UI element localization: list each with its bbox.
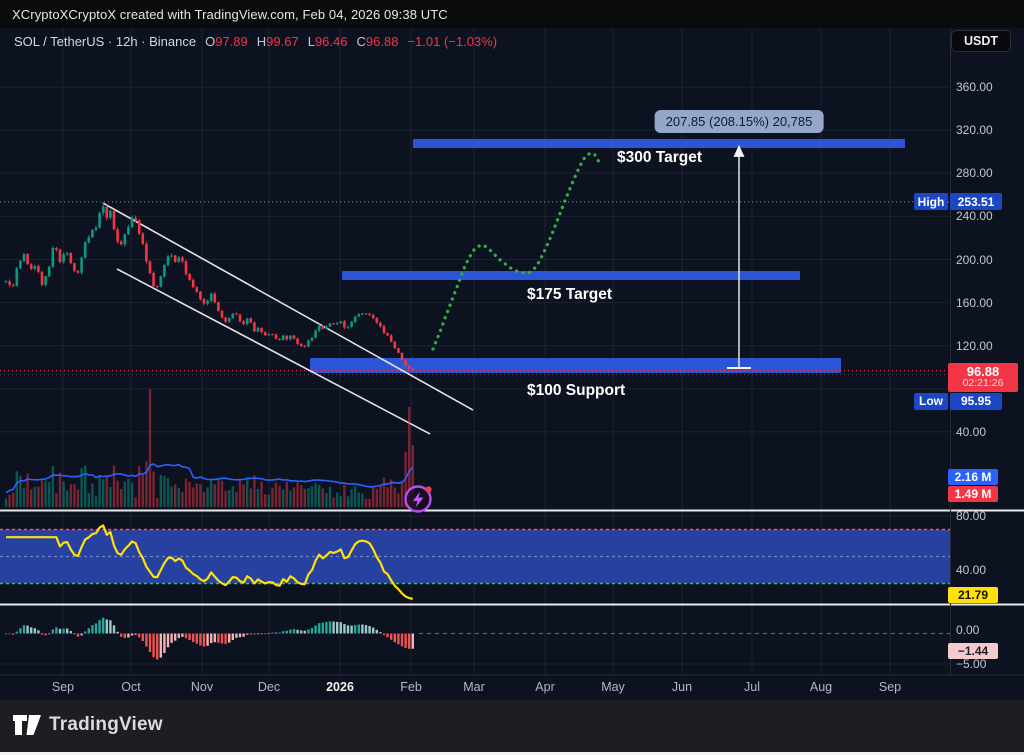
tradingview-logo[interactable]: TradingView	[12, 714, 163, 736]
volume-up-badge: 2.16 M	[948, 469, 998, 485]
tradingview-logo-mark	[13, 715, 41, 735]
high-price-badge: 253.51	[950, 193, 1002, 211]
high-label-pill: High	[914, 193, 948, 211]
rsi-value-badge: 21.79	[948, 586, 998, 603]
chart-area[interactable]: SOL / TetherUS · 12h · Binance O97.89 H9…	[0, 28, 1024, 700]
time-axis[interactable]: Sep Oct Nov Dec 2026 Feb Mar Apr May Jun Jul Aug Sep	[0, 675, 1024, 700]
time-tick-label: Mar	[463, 680, 485, 694]
support-100-label: $100 Support	[527, 382, 626, 399]
macd-tick-label: 0.00	[956, 622, 980, 637]
target-175-label: $175 Target	[527, 286, 613, 303]
attribution-bar: XCryptoXCryptoX created with TradingView…	[0, 0, 1024, 28]
symbol-info[interactable]: SOL / TetherUS · 12h · Binance O97.89 H9…	[14, 34, 497, 49]
time-tick-label: 2026	[326, 680, 354, 694]
attribution-text: XCryptoXCryptoX created with TradingView…	[12, 7, 448, 22]
ohlc-close: C96.88	[356, 34, 399, 49]
rsi-tick-label: 80.00	[956, 509, 987, 523]
time-tick-label: Apr	[535, 680, 555, 694]
time-tick-label: Feb	[400, 680, 422, 694]
price-tick-label: 200.00	[956, 252, 993, 267]
low-label-pill: Low	[914, 392, 948, 410]
time-tick-label: Jul	[744, 680, 760, 694]
low-price-badge: 95.95	[950, 392, 1002, 410]
target-300-label: $300 Target	[617, 149, 703, 166]
time-tick-label: May	[601, 680, 625, 694]
last-price-badge: 96.88 02:21:26	[948, 362, 1018, 392]
time-tick-label: Sep	[51, 680, 75, 694]
macd-tick-label: −5.00	[956, 657, 987, 671]
tradingview-logo-text: TradingView	[49, 714, 163, 735]
price-change: −1.01 (−1.03%)	[407, 34, 498, 49]
bar-countdown: 02:21:26	[962, 377, 1004, 390]
volume-down-badge: 1.49 M	[948, 486, 998, 502]
price-tick-label: 160.00	[956, 295, 993, 310]
last-price-value: 96.88	[966, 363, 1000, 379]
ohlc-open: O97.89	[205, 34, 248, 49]
macd-value-badge: −1.44	[948, 643, 998, 660]
ohlc-high: H99.67	[256, 34, 299, 49]
time-tick-label: Jun	[671, 680, 693, 694]
time-tick-label: Oct	[121, 680, 141, 694]
price-tick-label: 40.00	[956, 424, 987, 439]
rsi-tick-label: 40.00	[956, 563, 987, 577]
price-tick-label: 360.00	[956, 80, 993, 95]
price-tick-label: 120.00	[956, 338, 993, 353]
time-tick-label: Aug	[809, 680, 833, 694]
price-tick-label: 280.00	[956, 166, 993, 181]
ohlc-low: L96.46	[307, 34, 348, 49]
time-tick-label: Nov	[190, 680, 214, 694]
time-tick-label: Dec	[257, 680, 281, 694]
bottom-edge-line	[0, 752, 1024, 755]
price-tick-label: 320.00	[956, 123, 993, 138]
currency-toggle-button[interactable]: USDT	[951, 30, 1011, 52]
footer-bar: TradingView	[0, 700, 1024, 755]
price-tick-label: 240.00	[956, 209, 993, 224]
measurement-label[interactable]: 207.85 (208.15%) 20,785	[654, 109, 824, 133]
time-tick-label: Sep	[878, 680, 902, 694]
flash-icon[interactable]	[401, 481, 435, 515]
symbol-title[interactable]: SOL / TetherUS · 12h · Binance	[14, 34, 197, 49]
